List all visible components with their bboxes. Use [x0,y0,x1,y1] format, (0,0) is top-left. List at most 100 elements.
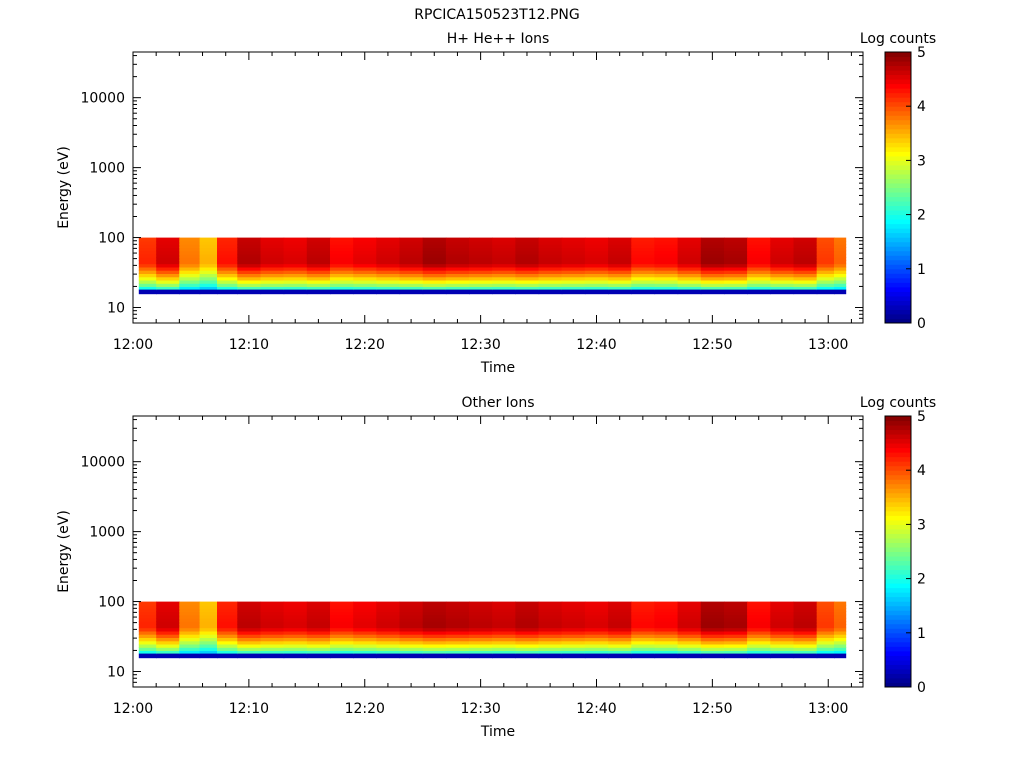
spectrogram-cell [445,260,470,265]
spectrogram-cell [199,260,218,265]
x-tick-label: 12:10 [229,701,269,717]
spectrogram-cell [260,608,285,612]
spectrogram-cell [217,266,238,271]
spectrogram-cell [770,617,795,622]
spectrogram-cell [816,253,835,258]
spectrogram-cell [608,608,632,612]
spectrogram-cell [422,604,447,609]
spectrogram-cell [724,611,748,616]
spectrogram-cell [584,604,609,609]
spectrogram-cell [631,260,656,265]
spectrogram-cell [445,650,470,655]
spectrogram-cell [584,283,609,287]
spectrogram-cell [834,257,847,261]
spectrogram-cell [677,627,702,632]
spectrogram-cell [260,260,285,265]
spectrogram-cell [138,289,157,295]
spectrogram-cell [237,289,262,295]
spectrogram-cell [237,653,262,659]
spectrogram-cell [700,601,725,606]
spectrogram-cell [747,266,771,271]
spectrogram-cell [217,647,238,651]
colorbar-tick-label: 2 [917,572,926,588]
spectrogram-cell [217,634,238,638]
spectrogram-cell [515,286,540,291]
spectrogram-cell [677,634,702,638]
spectrogram-cell [138,260,157,265]
spectrogram-cell [770,283,795,287]
spectrogram-cell [179,627,201,632]
spectrogram-cell [608,270,632,274]
colorbar-swatch [885,605,911,611]
spectrogram-cell [199,608,218,612]
spectrogram-cell [353,279,377,284]
colorbar-swatch [885,291,911,297]
spectrogram-cell [608,630,632,635]
spectrogram-cell [724,286,748,291]
spectrogram-cell [469,608,493,612]
colorbar-swatch [885,237,911,243]
spectrogram-cell [631,640,656,645]
spectrogram-cell [724,270,748,274]
spectrogram-cell [260,601,285,606]
spectrogram-cell [538,624,563,629]
spectrogram-cell [816,647,835,651]
spectrogram-cell [237,237,262,242]
spectrogram-cell [700,253,725,258]
spectrogram-cell [700,270,725,274]
spectrogram-cell [608,260,632,265]
spectrogram-cell [237,614,262,619]
spectrogram-cell [793,283,818,287]
spectrogram-cell [376,650,401,655]
spectrogram-cell [834,260,847,265]
spectrogram-cell [260,634,285,638]
spectrogram-cell [283,237,308,242]
spectrogram-cell [376,653,401,659]
y-axis-label: Energy (eV) [56,146,72,229]
spectrogram-cell [834,289,847,295]
y-tick-label: 1000 [89,161,125,177]
spectrogram-cell [515,257,540,261]
spectrogram-cell [260,621,285,625]
spectrogram-cell [631,627,656,632]
spectrogram-cell [700,244,725,248]
spectrogram-cell [306,614,331,619]
spectrogram-cell [179,624,201,629]
x-tick-label: 12:30 [460,701,500,717]
spectrogram-cell [538,289,563,295]
colorbar-swatch [885,610,911,616]
colorbar-tick-label: 1 [917,626,926,642]
spectrogram-cell [816,289,835,295]
spectrogram-cell [199,653,218,659]
spectrogram-cell [376,634,401,638]
spectrogram-cell [793,247,818,252]
spectrogram-cell [217,611,238,616]
spectrogram-cell [561,653,586,659]
spectrogram-cell [306,250,331,255]
x-tick-label: 12:20 [345,337,385,353]
spectrogram-cell [584,608,609,612]
spectrogram-cell [283,273,308,278]
spectrogram-cell [306,286,331,291]
spectrogram-cell [138,640,157,645]
spectrogram-cell [306,643,331,648]
spectrogram-cell [492,601,516,606]
spectrogram-cell [492,634,516,638]
colorbar-swatch [885,295,911,301]
spectrogram-cell [156,604,180,609]
colorbar-swatch [885,160,911,166]
spectrogram-cell [538,286,563,291]
spectrogram-cell [217,604,238,609]
x-tick-label: 13:00 [808,701,848,717]
spectrogram-cell [138,279,157,284]
spectrogram-cell [469,611,493,616]
spectrogram-cell [834,237,847,242]
colorbar-swatch [885,438,911,444]
spectrogram-cell [283,240,308,245]
colorbar-swatch [885,596,911,602]
colorbar-swatch [885,659,911,665]
spectrogram-cell [179,617,201,622]
spectrogram-cell [654,653,679,659]
spectrogram-cell [445,263,470,268]
